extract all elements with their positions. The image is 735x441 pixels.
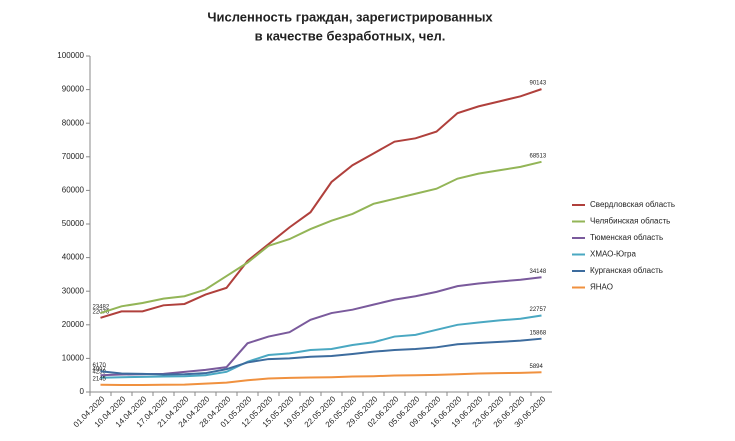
legend-label: Челябинская область xyxy=(590,217,670,226)
data-label: 2145 xyxy=(93,376,107,382)
y-tick-label: 50000 xyxy=(62,219,85,228)
series-line xyxy=(100,337,542,376)
data-label: 90143 xyxy=(530,81,547,87)
data-label: 5894 xyxy=(530,364,544,370)
y-tick-label: 30000 xyxy=(62,286,85,295)
data-label: 6170 xyxy=(93,363,107,369)
chart-title: в качестве безработных, чел. xyxy=(255,28,446,43)
legend-label: Тюменская область xyxy=(590,233,663,242)
data-label: 23482 xyxy=(93,305,110,311)
data-label: 4997 xyxy=(93,367,107,373)
series-line xyxy=(100,314,542,379)
y-tick-label: 90000 xyxy=(62,85,85,94)
data-label: 15868 xyxy=(530,330,547,336)
chart-title: Численность граждан, зарегистрированных xyxy=(207,9,493,24)
data-label: 4230 xyxy=(93,369,107,375)
data-label: 22757 xyxy=(530,307,547,313)
legend-label: Свердловская область xyxy=(590,200,675,209)
y-tick-label: 40000 xyxy=(62,253,85,262)
y-tick-label: 100000 xyxy=(57,51,84,60)
data-label: 68513 xyxy=(530,153,547,159)
legend-label: Курганская область xyxy=(590,266,663,275)
data-label: 34148 xyxy=(530,269,547,275)
y-tick-label: 70000 xyxy=(62,152,85,161)
y-tick-label: 20000 xyxy=(62,320,85,329)
series-line xyxy=(100,371,542,386)
legend-label: ЯНАО xyxy=(590,283,613,292)
legend-label: ХМАО-Югра xyxy=(590,250,636,259)
series-line xyxy=(100,88,542,319)
series-line xyxy=(100,276,542,377)
y-tick-label: 80000 xyxy=(62,118,85,127)
series-line xyxy=(100,160,542,315)
y-tick-label: 60000 xyxy=(62,186,85,195)
y-tick-label: 10000 xyxy=(62,354,85,363)
y-tick-label: 0 xyxy=(80,387,85,396)
